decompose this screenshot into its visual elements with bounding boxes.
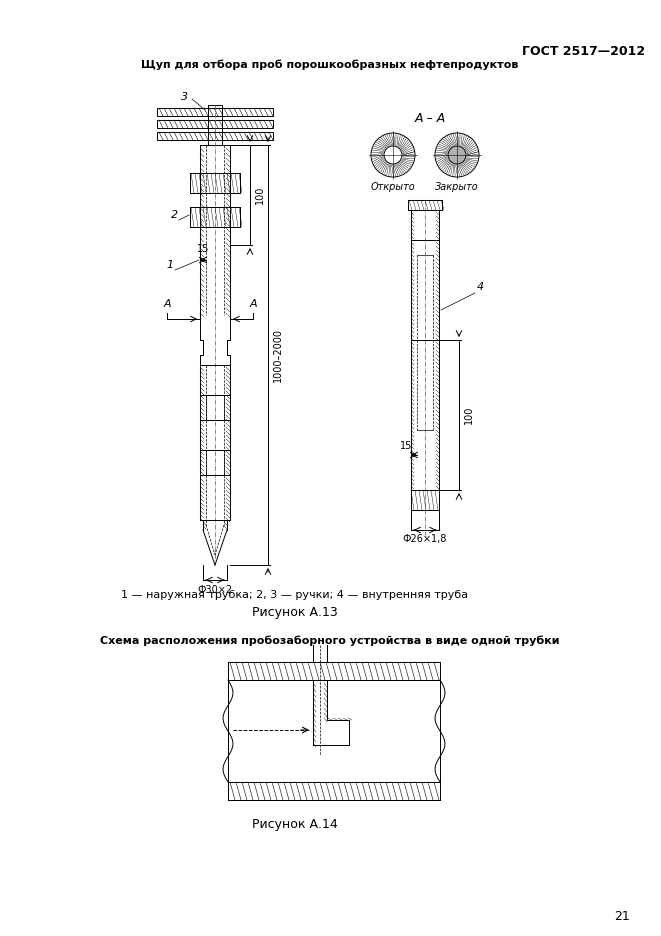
Bar	[228, 662, 440, 680]
Text: 21: 21	[614, 910, 630, 923]
Text: 15: 15	[400, 441, 412, 451]
Text: А: А	[249, 299, 257, 309]
Text: А – А: А – А	[414, 111, 446, 124]
Text: 1000–2000: 1000–2000	[273, 328, 283, 382]
Text: Рисунок А.14: Рисунок А.14	[252, 818, 338, 831]
Bar	[157, 108, 273, 116]
Text: Ф26×1,8: Ф26×1,8	[403, 534, 447, 544]
Text: 100: 100	[255, 186, 265, 204]
Text: 2: 2	[171, 210, 178, 220]
Bar	[206, 450, 224, 475]
Circle shape	[448, 146, 466, 164]
Text: Ф30×2: Ф30×2	[198, 585, 233, 595]
Text: Рисунок А.13: Рисунок А.13	[252, 606, 338, 619]
Text: 15: 15	[197, 244, 209, 254]
Text: 100: 100	[464, 406, 474, 424]
Text: Открыто: Открыто	[371, 182, 415, 192]
Text: 1: 1	[167, 260, 174, 270]
Text: А: А	[163, 299, 171, 309]
Bar	[228, 782, 440, 800]
Bar	[206, 395, 224, 420]
Text: Щуп для отбора проб порошкообразных нефтепродуктов: Щуп для отбора проб порошкообразных нефт…	[141, 60, 519, 70]
Text: 4: 4	[477, 282, 484, 292]
Text: Закрыто: Закрыто	[435, 182, 479, 192]
Text: 3: 3	[181, 92, 188, 102]
Text: 1 — наружная трубка; 2, 3 — ручки; 4 — внутренняя труба: 1 — наружная трубка; 2, 3 — ручки; 4 — в…	[122, 590, 469, 600]
Text: Схема расположения пробозаборного устройства в виде одной трубки: Схема расположения пробозаборного устрой…	[100, 635, 560, 646]
Bar	[157, 120, 273, 128]
Bar	[157, 132, 273, 140]
Text: ГОСТ 2517—2012: ГОСТ 2517—2012	[522, 45, 645, 58]
